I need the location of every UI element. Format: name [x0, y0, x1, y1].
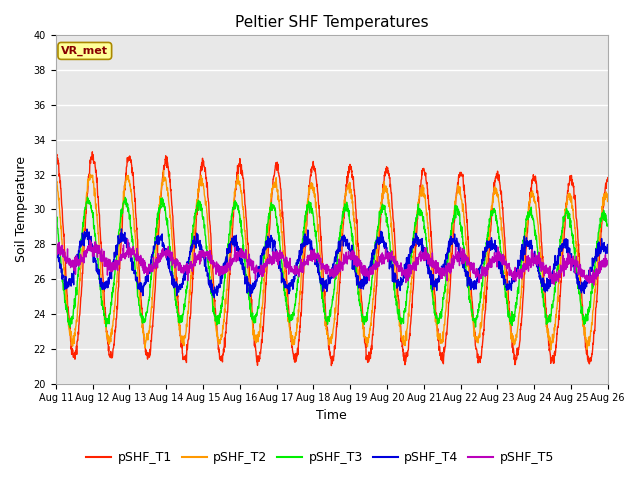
Legend: pSHF_T1, pSHF_T2, pSHF_T3, pSHF_T4, pSHF_T5: pSHF_T1, pSHF_T2, pSHF_T3, pSHF_T4, pSHF… [81, 446, 559, 469]
pSHF_T4 [556, 250, 563, 256]
pSHF_T2 [547, 347, 555, 353]
pSHF_T2 [571, 225, 579, 231]
pSHF_T1 [493, 171, 500, 177]
pSHF_T5 [360, 263, 368, 268]
pSHF_T5 [124, 237, 131, 242]
pSHF_T2 [206, 251, 214, 256]
pSHF_T3 [360, 318, 368, 324]
pSHF_T4 [604, 249, 612, 255]
pSHF_T5 [590, 282, 598, 288]
pSHF_T2 [52, 173, 60, 179]
pSHF_T1 [556, 309, 563, 314]
pSHF_T3 [571, 245, 579, 251]
pSHF_T4 [206, 280, 214, 286]
pSHF_T3 [66, 324, 74, 330]
pSHF_T3 [604, 222, 612, 228]
pSHF_T2 [556, 272, 563, 278]
Line: pSHF_T5: pSHF_T5 [56, 240, 608, 285]
pSHF_T4 [211, 295, 218, 300]
pSHF_T4 [360, 273, 368, 278]
pSHF_T1 [571, 196, 579, 202]
Line: pSHF_T1: pSHF_T1 [56, 152, 608, 366]
pSHF_T4 [493, 243, 500, 249]
pSHF_T2 [348, 194, 356, 200]
pSHF_T3 [52, 212, 60, 218]
pSHF_T1 [206, 222, 214, 228]
Y-axis label: Soil Temperature: Soil Temperature [15, 156, 28, 263]
pSHF_T1 [360, 332, 368, 337]
Line: pSHF_T4: pSHF_T4 [56, 229, 608, 298]
pSHF_T3 [206, 280, 214, 286]
pSHF_T5 [556, 268, 563, 274]
pSHF_T1 [604, 175, 612, 180]
pSHF_T5 [492, 253, 500, 259]
pSHF_T3 [493, 216, 500, 221]
pSHF_T5 [52, 247, 60, 253]
pSHF_T4 [571, 269, 579, 275]
pSHF_T4 [348, 242, 356, 248]
Title: Peltier SHF Temperatures: Peltier SHF Temperatures [235, 15, 429, 30]
pSHF_T3 [556, 249, 563, 254]
pSHF_T3 [84, 194, 92, 200]
pSHF_T2 [360, 326, 368, 332]
pSHF_T1 [328, 363, 335, 369]
pSHF_T4 [52, 247, 60, 253]
Text: VR_met: VR_met [61, 46, 108, 56]
X-axis label: Time: Time [316, 409, 347, 422]
pSHF_T5 [604, 260, 612, 265]
pSHF_T4 [118, 226, 125, 232]
pSHF_T5 [348, 256, 356, 262]
Line: pSHF_T3: pSHF_T3 [56, 197, 608, 327]
pSHF_T3 [348, 232, 356, 238]
pSHF_T5 [206, 248, 214, 253]
pSHF_T2 [159, 168, 167, 173]
pSHF_T5 [571, 260, 579, 265]
pSHF_T2 [604, 199, 612, 204]
pSHF_T1 [52, 150, 60, 156]
Line: pSHF_T2: pSHF_T2 [56, 170, 608, 350]
pSHF_T1 [88, 149, 96, 155]
pSHF_T2 [492, 185, 500, 191]
pSHF_T1 [348, 175, 356, 180]
